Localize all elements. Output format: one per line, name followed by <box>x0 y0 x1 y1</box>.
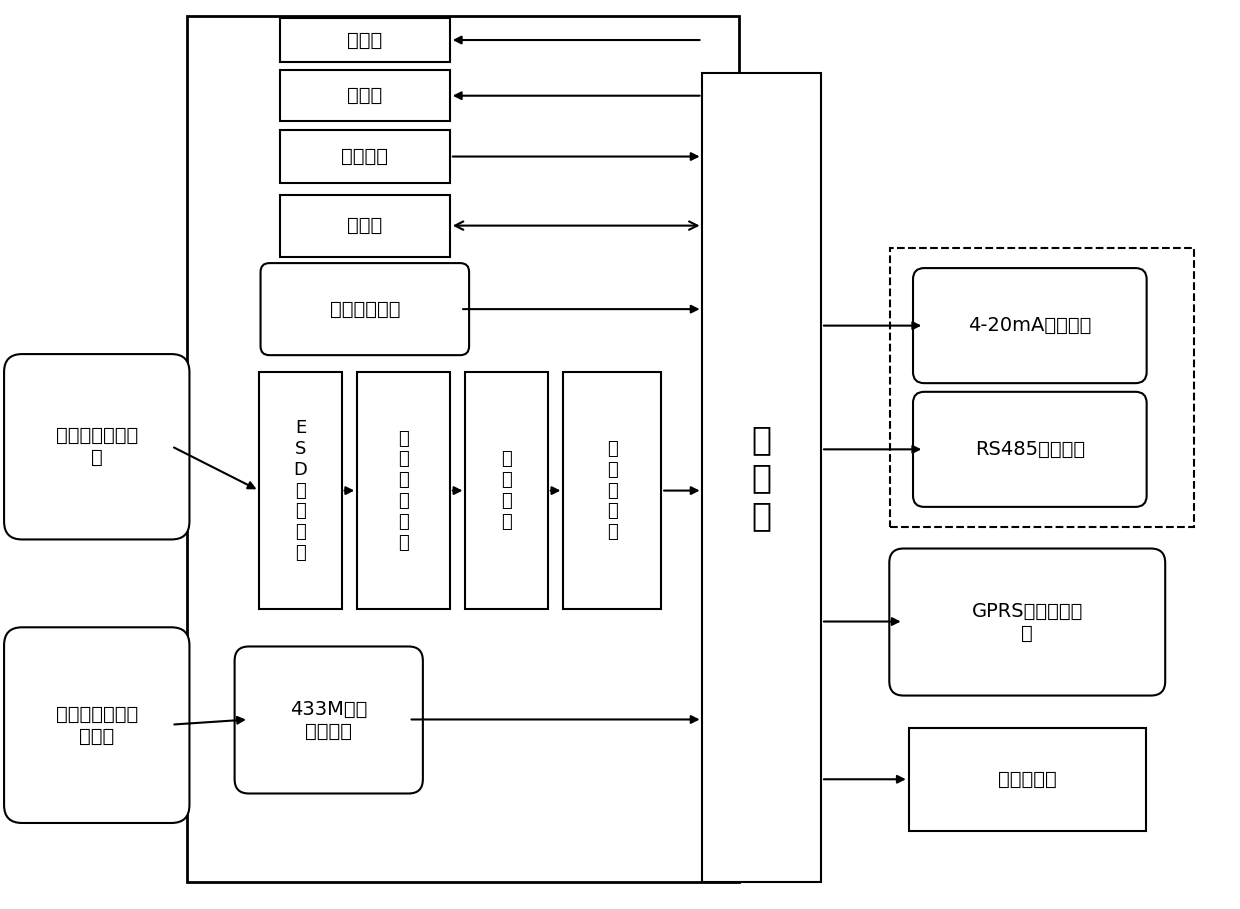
Text: 单
片
机: 单 片 机 <box>751 423 771 533</box>
Text: 显示屏: 显示屏 <box>347 86 382 105</box>
Text: GPRS无线通讯模
块: GPRS无线通讯模 块 <box>972 602 1083 643</box>
Bar <box>280 130 450 184</box>
Text: E
S
D
保
护
电
路: E S D 保 护 电 路 <box>294 419 308 562</box>
FancyBboxPatch shape <box>913 392 1147 507</box>
Text: 操作键盘: 操作键盘 <box>341 147 388 166</box>
Text: 电流温度复合型
传感器: 电流温度复合型 传感器 <box>56 704 138 745</box>
Text: 多路继电器: 多路继电器 <box>998 770 1056 789</box>
Text: 指示灯: 指示灯 <box>347 31 382 49</box>
Text: 多
路
开
关: 多 路 开 关 <box>501 450 512 531</box>
Text: 存储器: 存储器 <box>347 216 382 235</box>
Bar <box>703 73 821 883</box>
FancyBboxPatch shape <box>913 268 1147 384</box>
Bar <box>259 372 342 609</box>
Text: 433M无线
接收模块: 433M无线 接收模块 <box>290 700 367 741</box>
Bar <box>465 372 548 609</box>
Text: RS485通讯模块: RS485通讯模块 <box>975 440 1085 459</box>
Text: 铂电阻温度传感
器: 铂电阻温度传感 器 <box>56 426 138 467</box>
FancyBboxPatch shape <box>4 627 190 823</box>
Bar <box>563 372 661 609</box>
Bar <box>187 16 739 883</box>
Bar <box>280 18 450 62</box>
Text: 温湿度传感器: 温湿度传感器 <box>330 300 401 319</box>
Bar <box>280 195 450 256</box>
FancyBboxPatch shape <box>889 548 1166 695</box>
Bar <box>890 248 1194 526</box>
Text: 模
数
转
换
器: 模 数 转 换 器 <box>606 440 618 541</box>
FancyBboxPatch shape <box>4 355 190 539</box>
Bar <box>909 728 1146 831</box>
Bar <box>357 372 450 609</box>
FancyBboxPatch shape <box>260 263 469 355</box>
Text: 信
号
调
理
电
路: 信 号 调 理 电 路 <box>398 430 409 552</box>
FancyBboxPatch shape <box>234 646 423 794</box>
Bar <box>280 70 450 122</box>
Text: 4-20mA通讯模块: 4-20mA通讯模块 <box>968 316 1091 335</box>
